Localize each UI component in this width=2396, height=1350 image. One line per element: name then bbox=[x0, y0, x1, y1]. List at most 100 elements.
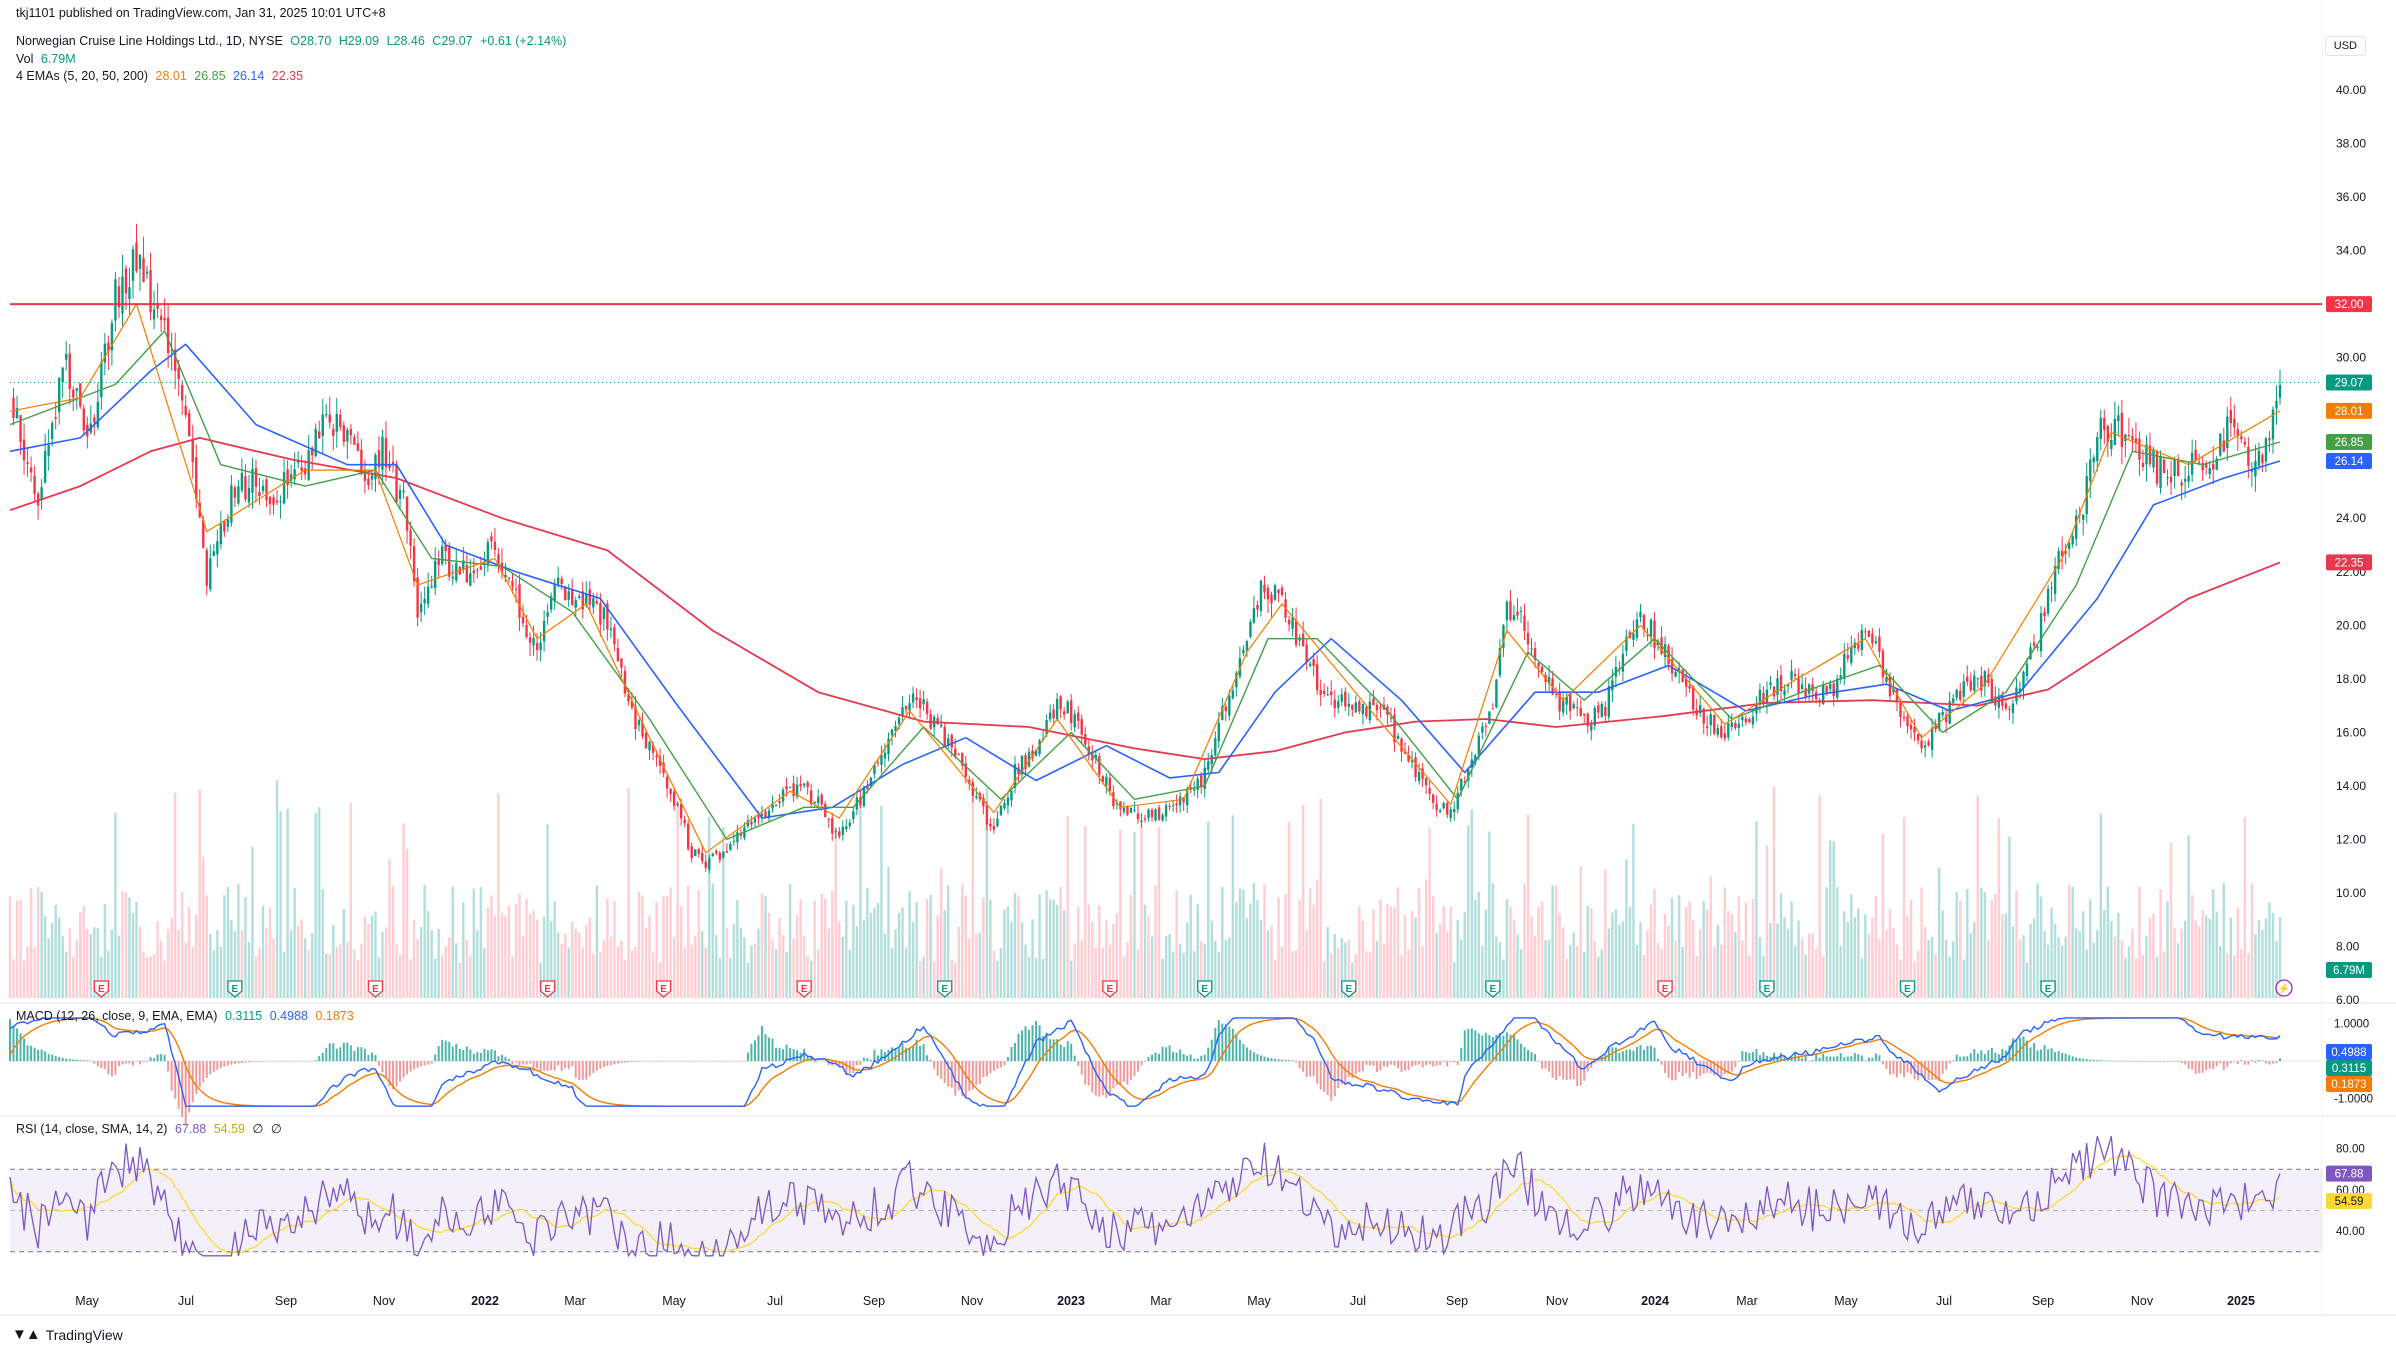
candle-body bbox=[2117, 415, 2120, 422]
volume-bar bbox=[2219, 946, 2222, 998]
candle-body bbox=[651, 744, 655, 753]
macd-histogram-bar bbox=[216, 1061, 219, 1070]
macd-histogram-bar bbox=[247, 1061, 250, 1063]
candle-body bbox=[335, 413, 338, 432]
macd-histogram-bar bbox=[500, 1054, 503, 1062]
macd-histogram-bar bbox=[550, 1061, 553, 1071]
candle-body bbox=[405, 496, 409, 531]
earnings-marker-label: E bbox=[801, 984, 808, 995]
candle-body bbox=[300, 467, 303, 471]
macd-histogram-bar bbox=[103, 1061, 106, 1070]
legend-volume[interactable]: Vol 6.79M bbox=[16, 52, 80, 66]
macd-histogram-bar bbox=[107, 1061, 110, 1075]
macd-histogram-bar bbox=[96, 1061, 99, 1067]
macd-histogram-bar bbox=[2138, 1061, 2141, 1062]
macd-histogram-bar bbox=[1980, 1050, 1983, 1062]
volume-bar bbox=[1431, 896, 1435, 998]
macd-histogram-bar bbox=[93, 1061, 96, 1064]
legend-macd[interactable]: MACD (12, 26, close, 9, EMA, EMA) 0.3115… bbox=[16, 1009, 358, 1023]
volume-bar bbox=[757, 928, 760, 998]
volume-bar bbox=[388, 859, 391, 998]
macd-histogram-bar bbox=[1846, 1056, 1849, 1062]
volume-bar bbox=[2029, 924, 2032, 998]
volume-bar bbox=[623, 959, 627, 998]
price-tick-label: 16.00 bbox=[2336, 725, 2366, 739]
macd-histogram-bar bbox=[1133, 1061, 1136, 1077]
macd-histogram-bar bbox=[708, 1061, 711, 1062]
volume-bar bbox=[1614, 909, 1618, 998]
volume-bar bbox=[2082, 911, 2085, 998]
volume-bar bbox=[883, 933, 887, 998]
volume-bar bbox=[1101, 947, 1105, 998]
x-tick-label: Mar bbox=[564, 1294, 586, 1308]
candle-body bbox=[128, 287, 131, 299]
volume-bar bbox=[1948, 956, 1951, 998]
candle-body bbox=[918, 698, 922, 709]
volume-bar bbox=[444, 946, 447, 998]
candle-body bbox=[149, 269, 152, 313]
volume-bar bbox=[535, 919, 539, 998]
macd-histogram-bar bbox=[68, 1059, 71, 1062]
candle-body bbox=[1699, 705, 1702, 714]
volume-bar bbox=[430, 930, 433, 998]
candle-body bbox=[831, 818, 834, 834]
volume-bar bbox=[135, 901, 138, 998]
macd-histogram-bar bbox=[388, 1061, 391, 1087]
candle-body bbox=[114, 279, 117, 321]
candle-body bbox=[247, 488, 251, 503]
candle-body bbox=[1414, 757, 1417, 778]
macd-badge-text: 0.3115 bbox=[2332, 1063, 2366, 1075]
macd-histogram-bar bbox=[402, 1061, 405, 1078]
candle-body bbox=[1323, 690, 1326, 695]
volume-bar bbox=[2162, 951, 2166, 998]
volume-bar bbox=[1273, 959, 1277, 998]
candle-body bbox=[2050, 587, 2053, 589]
currency-button[interactable]: USD bbox=[2324, 36, 2366, 56]
candle-body bbox=[188, 413, 191, 437]
candle-body bbox=[771, 803, 774, 809]
candle-body bbox=[676, 803, 679, 806]
macd-histogram-bar bbox=[311, 1061, 314, 1062]
price-tick-label: 24.00 bbox=[2336, 511, 2366, 525]
legend-rsi[interactable]: RSI (14, close, SMA, 14, 2) 67.88 54.59 … bbox=[16, 1121, 286, 1136]
volume-bar bbox=[866, 887, 869, 998]
macd-histogram-bar bbox=[117, 1061, 120, 1067]
candle-body bbox=[746, 820, 750, 827]
candle-body bbox=[2106, 425, 2110, 443]
candle-body bbox=[1038, 740, 1041, 755]
candle-body bbox=[1277, 589, 1280, 594]
volume-bar bbox=[546, 824, 549, 998]
candle-body bbox=[1337, 701, 1340, 708]
macd-histogram-bar bbox=[2078, 1058, 2081, 1062]
candle-body bbox=[1379, 706, 1382, 708]
tradingview-brand[interactable]: ▼▲ TradingView bbox=[12, 1326, 123, 1343]
volume-bar bbox=[669, 887, 672, 998]
volume-bar bbox=[1930, 936, 1934, 998]
candle-body bbox=[1572, 704, 1575, 709]
macd-histogram-bar bbox=[479, 1052, 482, 1062]
macd-histogram-bar bbox=[2205, 1061, 2208, 1071]
macd-histogram-bar bbox=[729, 1061, 732, 1062]
volume-bar bbox=[1438, 924, 1442, 998]
volume-bar bbox=[1280, 946, 1284, 998]
macd-histogram-bar bbox=[1562, 1061, 1565, 1080]
macd-histogram-bar bbox=[2106, 1060, 2109, 1062]
volume-bar bbox=[1112, 923, 1115, 998]
volume-bar bbox=[472, 888, 476, 998]
volume-bar bbox=[61, 936, 64, 998]
volume-bar bbox=[2261, 929, 2264, 998]
volume-bar bbox=[1403, 915, 1407, 998]
candle-body bbox=[2060, 550, 2064, 557]
macd-histogram-bar bbox=[883, 1051, 886, 1062]
legend-emas[interactable]: 4 EMAs (5, 20, 50, 200) 28.01 26.85 26.1… bbox=[16, 69, 307, 83]
macd-histogram-bar bbox=[437, 1045, 440, 1062]
volume-bar bbox=[1481, 945, 1484, 998]
candle-body bbox=[1488, 711, 1491, 724]
macd-histogram-bar bbox=[1593, 1061, 1596, 1063]
candle-body bbox=[686, 823, 690, 849]
rsi-label: RSI (14, close, SMA, 14, 2) bbox=[16, 1122, 168, 1136]
macd-histogram-bar bbox=[1895, 1061, 1898, 1078]
macd-histogram-bar bbox=[2156, 1061, 2159, 1062]
candle-body bbox=[1319, 690, 1322, 695]
